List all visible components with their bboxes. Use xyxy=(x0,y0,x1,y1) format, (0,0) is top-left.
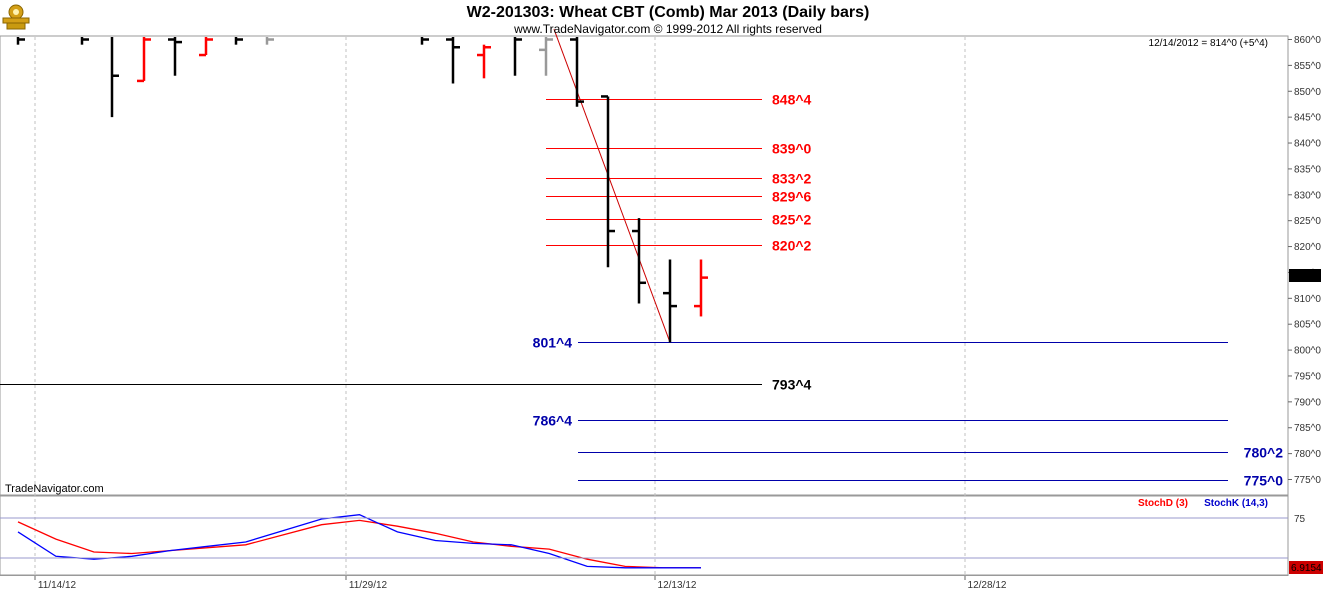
price-panel-frame xyxy=(0,35,1289,496)
level-label: 825^2 xyxy=(772,212,812,228)
price-axis-tick-label: 825^0 xyxy=(1294,216,1321,227)
level-label: 848^4 xyxy=(772,92,812,108)
current-price-label: 814^0 xyxy=(1291,271,1318,282)
price-axis-tick-label: 830^0 xyxy=(1294,190,1321,201)
price-axis-tick-label: 800^0 xyxy=(1294,346,1321,357)
level-label: 793^4 xyxy=(772,377,812,393)
price-axis-tick-label: 850^0 xyxy=(1294,87,1321,98)
price-axis-tick-label: 810^0 xyxy=(1294,294,1321,305)
price-axis-tick-label: 835^0 xyxy=(1294,164,1321,175)
date-axis-tick-label: 11/14/12 xyxy=(38,580,77,591)
date-axis-ticks: 11/14/12 11/29/12 12/13/12 12/28/12 xyxy=(34,576,1007,591)
level-label: 780^2 xyxy=(1244,445,1284,461)
price-axis-tick-label: 855^0 xyxy=(1294,61,1321,72)
level-label: 775^0 xyxy=(1244,473,1284,489)
stoch-d-legend: StochD (3) xyxy=(1138,498,1188,509)
stochastic-layer xyxy=(17,514,701,569)
level-label: 820^2 xyxy=(772,238,812,254)
stoch-value-label: 6.9154 xyxy=(1291,563,1322,574)
brand-label: TradeNavigator.com xyxy=(5,483,104,495)
price-axis-tick-label: 785^0 xyxy=(1294,423,1321,434)
level-label: 801^4 xyxy=(533,335,573,351)
gold-ship-wheel-icon xyxy=(2,4,30,30)
date-axis-tick-label: 12/28/12 xyxy=(968,580,1007,591)
stoch-k-line xyxy=(17,514,701,569)
price-axis-tick-label: 775^0 xyxy=(1294,475,1321,486)
trendline xyxy=(553,28,671,343)
price-bars-layer xyxy=(16,37,708,343)
date-axis-tick-label: 12/13/12 xyxy=(658,580,697,591)
price-axis-tick-label: 840^0 xyxy=(1294,139,1321,150)
price-axis-tick-label: 820^0 xyxy=(1294,242,1321,253)
chart-title: W2-201303: Wheat CBT (Comb) Mar 2013 (Da… xyxy=(467,4,870,21)
copyright-subtitle: www.TradeNavigator.com © 1999-2012 All r… xyxy=(513,22,822,36)
level-label: 833^2 xyxy=(772,171,812,187)
price-axis-tick-label: 780^0 xyxy=(1294,449,1321,460)
stoch-axis-tick-label: 75 xyxy=(1294,514,1306,525)
levels-layer: 848^4 839^0 833^2 829^6 825^2 820^2 801^4 793^4… xyxy=(0,92,1283,489)
current-price-box xyxy=(1289,269,1321,282)
stoch-value-box xyxy=(1289,561,1323,574)
stoch-panel-frame xyxy=(0,495,1289,576)
stoch-d-line xyxy=(17,519,701,569)
price-axis-tick-label: 790^0 xyxy=(1294,397,1321,408)
level-label: 786^4 xyxy=(533,413,573,429)
level-label: 839^0 xyxy=(772,141,812,157)
level-label: 829^6 xyxy=(772,189,812,205)
price-axis-tick-label: 805^0 xyxy=(1294,320,1321,331)
price-axis-tick-label: 845^0 xyxy=(1294,113,1321,124)
price-axis-background xyxy=(1288,36,1336,576)
last-price-info: 12/14/2012 = 814^0 (+5^4) xyxy=(1149,38,1268,49)
date-axis-tick-label: 11/29/12 xyxy=(349,580,388,591)
price-axis-tick-label: 860^0 xyxy=(1294,35,1321,46)
price-axis-tick-label: 795^0 xyxy=(1294,371,1321,382)
stoch-k-legend: StochK (14,3) xyxy=(1204,498,1268,509)
trendline-layer xyxy=(553,28,671,343)
